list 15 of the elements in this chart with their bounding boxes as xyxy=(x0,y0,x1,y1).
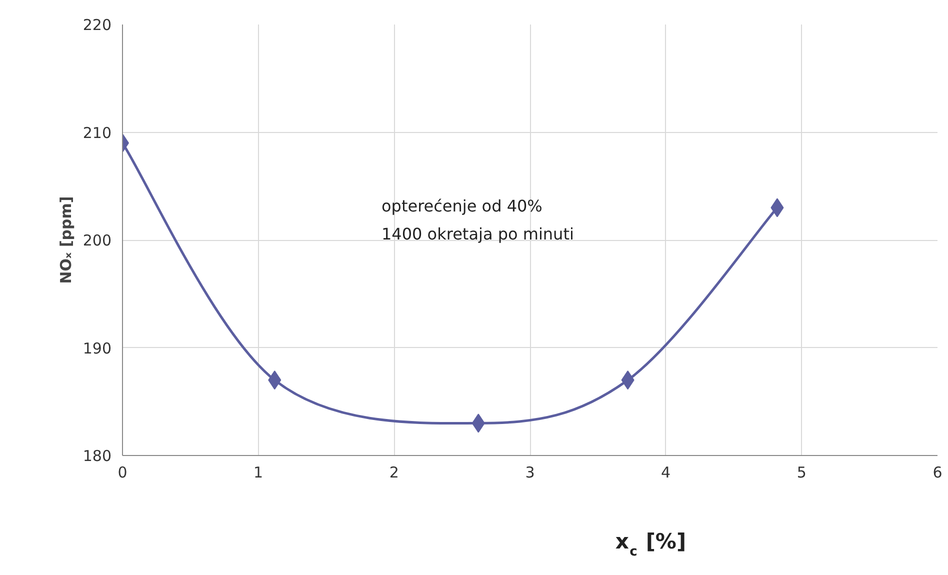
x-tick-label: 2 xyxy=(389,464,399,482)
annotation: 1400 okretaja po minuti xyxy=(382,224,574,244)
x-tick-label: 4 xyxy=(661,464,671,482)
x-tick-label: 0 xyxy=(118,464,128,482)
y-axis-title: NOₓ [ppm] xyxy=(56,196,75,284)
y-tick-label: 210 xyxy=(82,124,112,142)
y-tick-label: 190 xyxy=(82,339,112,358)
x-tick-label: 3 xyxy=(525,464,535,482)
y-tick-label: 220 xyxy=(82,16,112,34)
x-tick-label: 1 xyxy=(254,464,264,482)
x-tick-label: 5 xyxy=(796,464,806,482)
annotation: opterećenje od 40% xyxy=(382,196,542,216)
y-tick-label: 200 xyxy=(82,232,112,250)
y-tick-label: 180 xyxy=(82,447,112,465)
x-tick-label: 6 xyxy=(932,464,942,482)
